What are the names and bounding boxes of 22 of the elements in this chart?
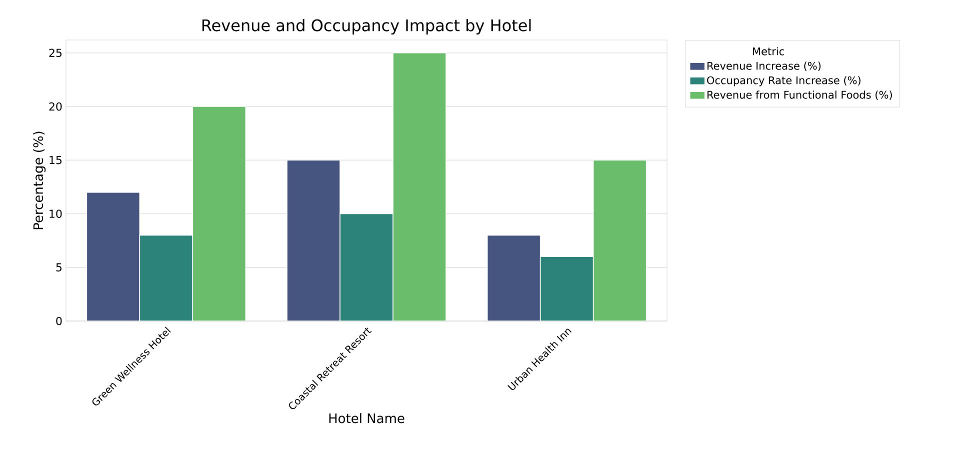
- bar: [540, 256, 594, 321]
- legend-title: Metric: [753, 47, 784, 56]
- y-axis-title: Percentage (%): [33, 132, 46, 230]
- legend-label: Occupancy Rate Increase (%): [707, 76, 860, 86]
- x-axis-title: Hotel Name: [329, 413, 404, 424]
- bar: [340, 214, 394, 321]
- y-tick-label: 5: [56, 263, 62, 272]
- chart-title: Revenue and Occupancy Impact by Hotel: [202, 18, 531, 34]
- legend-label: Revenue Increase (%): [708, 62, 821, 72]
- bar: [393, 52, 446, 321]
- bar: [287, 160, 340, 321]
- bar: [486, 234, 541, 321]
- bar: [192, 106, 246, 321]
- y-tick-label: 20: [49, 102, 62, 111]
- y-tick-label: 0: [56, 316, 62, 326]
- bar: [86, 192, 140, 321]
- legend-label: Revenue from Functional Foods (%): [708, 90, 892, 100]
- y-tick-label: 15: [50, 156, 62, 164]
- bar: [139, 234, 194, 321]
- y-tick-label: 25: [49, 48, 62, 58]
- y-tick-label: 10: [50, 210, 62, 218]
- bar: [592, 160, 647, 321]
